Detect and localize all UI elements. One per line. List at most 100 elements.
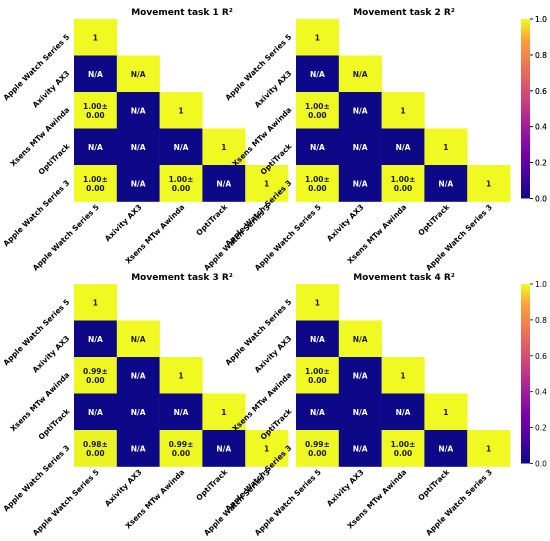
cell-label: N/A [131,70,146,79]
heatmap-cell [338,357,382,394]
cell-label: N/A [131,179,146,188]
heatmap-cell [381,357,425,394]
heatmap-cell [296,393,340,431]
heatmap-cell [424,393,468,431]
heatmap-cell [338,320,382,358]
heatmap-cell [338,55,382,93]
heatmap-cell [245,430,289,467]
heatmap-cell [424,430,468,467]
cell-label: 1 [400,371,405,380]
cell-label: 1 [178,106,183,115]
cell-label: N/A [131,335,146,344]
cell-label: N/A [353,106,368,115]
cell-label: 1.00± 0.00 [391,175,416,193]
heatmap-cell [202,128,246,166]
heatmap-cell [159,92,203,129]
colorbar: 0.0 0.2 0.4 0.6 0.8 1.0 [521,15,547,204]
cell-label: 0.99± 0.00 [169,440,194,458]
heatmap-cell [245,165,289,202]
heatmap-cell [74,128,118,166]
heatmap-cell [116,55,160,93]
colorbar-tick-label: 0.4 [535,388,547,397]
heatmap-cell [338,128,382,166]
x-tick-label: OptiTrack [416,202,452,238]
cell-label: 1 [264,444,269,453]
heatmap-cell [381,165,425,202]
heatmap-cell [296,320,340,358]
colorbar-tick-label: 0.8 [535,51,547,60]
colorbar-tick-label: 0.0 [535,460,547,469]
heatmap-cell [116,92,160,129]
heatmap-cell [159,128,203,166]
y-tick-label: Xsens MTw Awinda [8,105,71,168]
colorbar-tick-label: 0.2 [535,159,547,168]
colorbar: 0.0 0.2 0.4 0.6 0.8 1.0 [521,280,547,469]
cell-label: 1 [221,408,226,417]
y-tick-label: Xsens MTw Awinda [8,370,71,433]
cell-label: N/A [131,106,146,115]
y-tick-label: Axivity AX3 [253,69,294,110]
cell-label: 1.00± 0.00 [305,175,330,193]
heatmap-cell [296,430,340,467]
cell-label: N/A [353,70,368,79]
colorbar-tick-label: 0.6 [535,87,547,96]
cell-label: 0.99± 0.00 [305,440,330,458]
heatmap-cell [74,284,118,321]
x-tick-label: Axivity AX3 [325,468,366,509]
cell-label: 1 [443,408,448,417]
heatmap-cell [116,357,160,394]
heatmap-cell [74,320,118,358]
colorbar-tick-label: 0.0 [535,195,547,204]
chart-title: Movement task 1 R² [131,8,233,18]
cell-label: 1 [93,33,98,42]
cell-label: N/A [131,408,146,417]
heatmap-cell [338,430,382,467]
heatmap-cell [159,393,203,431]
colorbar-tick-label: 0.4 [535,123,547,132]
chart-title: Movement task 2 R² [353,8,455,18]
cell-label: 1.00± 0.00 [83,102,108,120]
heatmap-cell [74,430,118,467]
cell-label: 1 [486,179,491,188]
y-tick-label: Axivity AX3 [31,69,72,110]
heatmap-panel-1: Movement task 1 R² 1 N/A N/A 1.00± 0.00 N/A 1 N/… [1,8,547,273]
y-tick-label: Apple Watch Series 5 [1,32,71,102]
cell-label: N/A [310,408,325,417]
cell-label: N/A [310,70,325,79]
cell-label: 1 [93,298,98,307]
x-tick-label: OptiTrack [416,467,452,503]
heatmap-cell [74,92,118,129]
heatmap-cell [381,92,425,129]
colorbar-tick-label: 0.8 [535,316,547,325]
cell-label: 1 [221,143,226,152]
heatmap-cell [159,357,203,394]
colorbar-tick-label: 1.0 [535,15,547,24]
cell-label: N/A [88,70,103,79]
heatmap-cell [116,393,160,431]
heatmap-cell [116,320,160,358]
cell-label: N/A [216,444,231,453]
heatmap-panel-3: Movement task 3 R² 1 N/A N/A 0.99± 0.00 N/A 1 N/… [1,273,289,538]
heatmap-cell [202,393,246,431]
heatmap-cell [296,357,340,394]
cell-label: N/A [353,179,368,188]
colorbar-tick-label: 0.4 [535,123,547,132]
cell-label: N/A [396,408,411,417]
heatmap-cell [159,165,203,202]
cell-label: N/A [353,371,368,380]
heatmap-cell [116,128,160,166]
cell-label: N/A [353,143,368,152]
heatmap-cell [116,165,160,202]
heatmap-cell [74,165,118,202]
cell-label: 1 [400,106,405,115]
cell-label: N/A [438,179,453,188]
colorbar-tick-label: 0.8 [535,51,547,60]
heatmap-cell [296,19,340,56]
cell-label: N/A [353,335,368,344]
cell-label: N/A [353,408,368,417]
heatmap-cell [338,393,382,431]
colorbar-tick-label: 0.6 [535,352,547,361]
chart-title: Movement task 3 R² [131,273,233,283]
y-tick-label: OptiTrack [36,141,72,177]
